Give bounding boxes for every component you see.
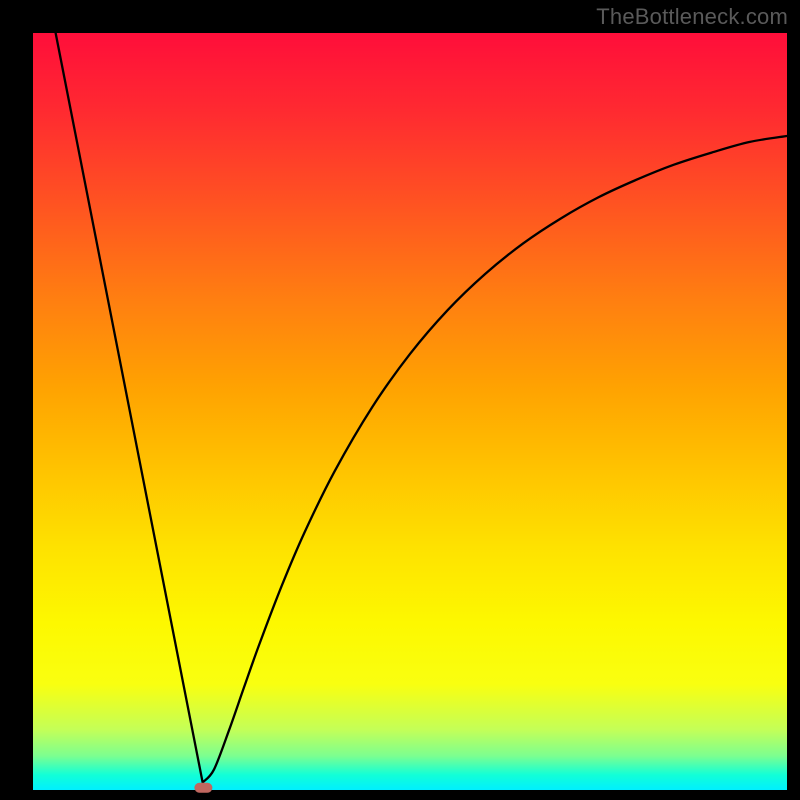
plot-background xyxy=(33,33,787,790)
bottleneck-chart: TheBottleneck.com xyxy=(0,0,800,800)
chart-canvas xyxy=(0,0,800,800)
watermark-text: TheBottleneck.com xyxy=(596,4,788,30)
optimal-point-marker xyxy=(194,783,212,793)
